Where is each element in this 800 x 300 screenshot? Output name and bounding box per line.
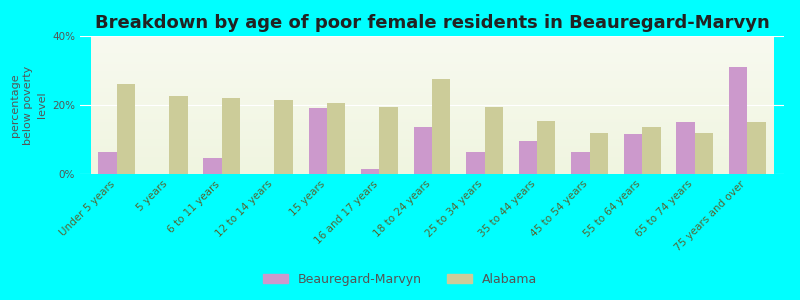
Legend: Beauregard-Marvyn, Alabama: Beauregard-Marvyn, Alabama [258,268,542,291]
Bar [414,128,432,174]
Bar [170,96,188,174]
Bar [98,152,117,174]
Bar [518,141,537,174]
Bar [117,84,135,174]
Bar [485,107,503,174]
Bar [361,169,379,174]
Bar [642,128,661,174]
Bar [590,133,608,174]
Bar [309,108,327,174]
Bar [203,158,222,174]
Title: Breakdown by age of poor female residents in Beauregard-Marvyn: Breakdown by age of poor female resident… [94,14,770,32]
Bar [274,100,293,174]
Bar [729,67,747,174]
Y-axis label: percentage
below poverty
level: percentage below poverty level [10,65,46,145]
Bar [624,134,642,174]
Bar [222,98,240,174]
Bar [694,133,713,174]
Bar [537,121,555,174]
Bar [676,122,694,174]
Bar [571,152,590,174]
Bar [466,152,485,174]
Bar [379,107,398,174]
Bar [747,122,766,174]
Bar [432,79,450,174]
Bar [327,103,346,174]
